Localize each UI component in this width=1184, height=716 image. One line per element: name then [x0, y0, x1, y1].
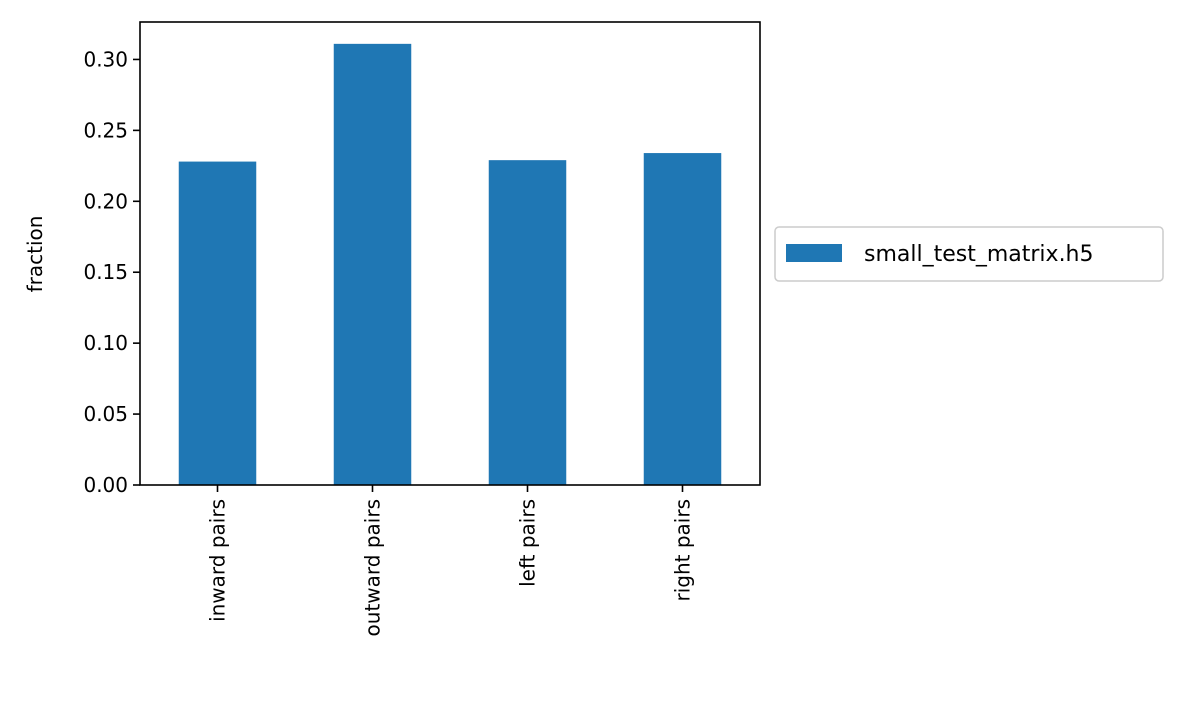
y-tick-label: 0.15 [83, 260, 128, 284]
x-tick-label: outward pairs [361, 499, 385, 636]
y-tick-label: 0.30 [83, 47, 128, 71]
bar-right-pairs [643, 153, 722, 485]
bar-outward-pairs [333, 43, 412, 486]
y-tick-label: 0.10 [83, 331, 128, 355]
y-axis: 0.00 0.05 0.10 0.15 0.20 0.25 0.30 [83, 47, 140, 497]
bars-group [178, 43, 722, 486]
x-tick-label: right pairs [671, 499, 695, 602]
x-tick-label: left pairs [516, 499, 540, 587]
legend-frame [774, 226, 1164, 282]
bar-left-pairs [488, 160, 567, 485]
legend-label: small_test_matrix.h5 [864, 242, 1094, 267]
x-tick-label: inward pairs [206, 499, 230, 622]
legend-swatch [786, 244, 842, 262]
y-tick-label: 0.25 [83, 118, 128, 142]
y-tick-label: 0.20 [83, 189, 128, 213]
y-axis-title: fraction [23, 216, 47, 293]
plot-frame [139, 21, 761, 486]
legend: small_test_matrix.h5 [774, 226, 1164, 282]
x-axis: inward pairs outward pairs left pairs right… [206, 485, 695, 636]
y-tick-label: 0.05 [83, 402, 128, 426]
y-tick-label: 0.00 [83, 473, 128, 497]
bar-inward-pairs [178, 161, 257, 486]
